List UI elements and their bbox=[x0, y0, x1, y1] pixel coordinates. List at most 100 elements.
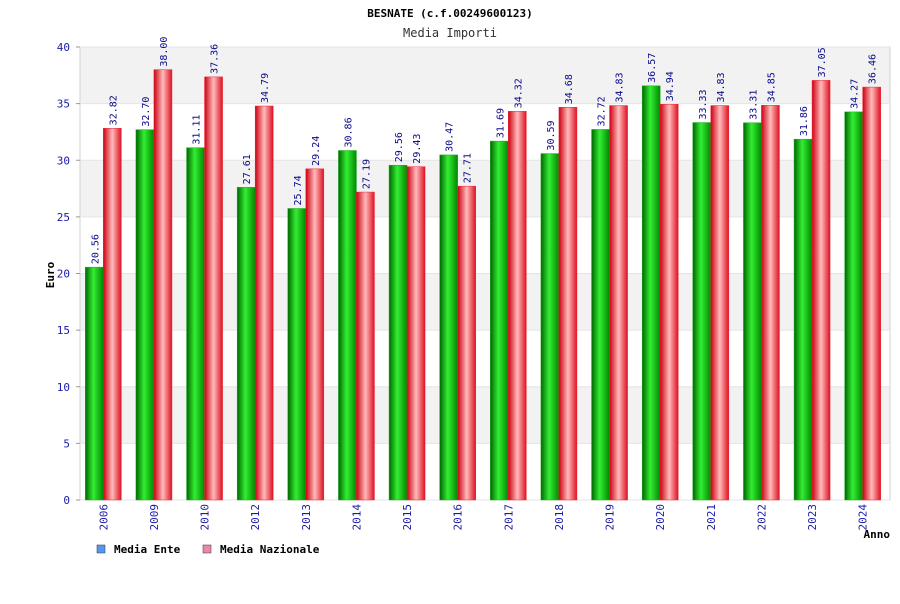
y-tick-label: 30 bbox=[57, 154, 70, 167]
x-tick-label: 2010 bbox=[199, 504, 212, 531]
bar-media-nazionale bbox=[153, 69, 173, 501]
bar-media-ente bbox=[236, 187, 256, 501]
bar-media-ente bbox=[186, 147, 205, 501]
data-label: 31.11 bbox=[192, 115, 203, 145]
legend-swatch-media-nazionale bbox=[202, 544, 212, 554]
bar-media-ente bbox=[135, 129, 155, 501]
data-label: 32.70 bbox=[141, 97, 152, 127]
bar-media-nazionale bbox=[305, 168, 325, 501]
bar-media-ente bbox=[793, 138, 813, 501]
data-label: 29.24 bbox=[311, 136, 322, 166]
data-label: 34.85 bbox=[766, 72, 777, 102]
data-label: 33.33 bbox=[698, 89, 709, 119]
x-axis-label: Anno bbox=[864, 528, 891, 541]
x-tick-label: 2017 bbox=[502, 504, 515, 531]
bar-media-ente bbox=[439, 154, 458, 501]
data-label: 36.46 bbox=[868, 54, 879, 84]
x-tick-label: 2012 bbox=[249, 504, 262, 531]
bar-media-nazionale bbox=[508, 111, 527, 501]
bar-media-ente bbox=[591, 129, 610, 501]
data-label: 37.05 bbox=[817, 47, 828, 77]
data-label: 34.32 bbox=[513, 78, 524, 108]
data-label: 34.79 bbox=[260, 73, 271, 103]
bars: 20.56 32.82 32.70 38.00 31.11 37.36 27.61 34.79… bbox=[85, 37, 881, 501]
chart-title: BESNATE (c.f.00249600123) bbox=[367, 7, 533, 20]
y-tick-label: 5 bbox=[63, 437, 70, 450]
y-axis-label: Euro bbox=[44, 261, 57, 288]
bar-media-ente bbox=[743, 122, 762, 501]
x-tick-label: 2016 bbox=[452, 504, 465, 531]
x-tick-label: 2021 bbox=[705, 504, 718, 531]
x-tick-label: 2020 bbox=[654, 504, 667, 531]
bar-media-nazionale bbox=[811, 80, 831, 501]
bar-media-ente bbox=[388, 164, 408, 501]
x-tick-label: 2015 bbox=[401, 504, 414, 531]
y-tick-label: 15 bbox=[57, 324, 70, 337]
bar-media-nazionale bbox=[103, 128, 122, 501]
data-label: 20.56 bbox=[90, 234, 101, 264]
data-label: 30.59 bbox=[546, 120, 557, 150]
bar-media-nazionale bbox=[254, 105, 274, 501]
y-tick-label: 0 bbox=[63, 494, 70, 507]
y-tick-label: 10 bbox=[57, 381, 70, 394]
x-tick-label: 2013 bbox=[300, 504, 313, 531]
data-label: 34.83 bbox=[716, 72, 727, 102]
bar-media-ente bbox=[641, 85, 661, 501]
bar-media-ente bbox=[338, 150, 357, 501]
legend-swatch-media-ente bbox=[96, 544, 106, 554]
data-label: 32.82 bbox=[108, 95, 119, 125]
data-label: 29.56 bbox=[394, 132, 405, 162]
bar-media-nazionale bbox=[204, 76, 223, 501]
y-tick-label: 20 bbox=[57, 268, 70, 281]
data-label: 37.36 bbox=[210, 44, 221, 74]
data-label: 32.72 bbox=[597, 96, 608, 126]
data-label: 27.71 bbox=[463, 153, 474, 183]
bar-media-ente bbox=[287, 208, 307, 501]
y-tick-label: 25 bbox=[57, 211, 70, 224]
data-label: 33.31 bbox=[748, 90, 759, 120]
data-label: 38.00 bbox=[159, 37, 170, 67]
bar-media-ente bbox=[490, 140, 509, 501]
legend-label-media-ente: Media Ente bbox=[114, 543, 181, 556]
x-tick-label: 2019 bbox=[604, 504, 617, 531]
x-tick-label: 2018 bbox=[553, 504, 566, 531]
x-tick-label: 2006 bbox=[97, 504, 110, 531]
x-tick-label: 2023 bbox=[806, 504, 819, 531]
data-label: 30.86 bbox=[343, 117, 354, 147]
x-tick-label: 2022 bbox=[755, 504, 768, 531]
y-tick-label: 40 bbox=[57, 41, 70, 54]
data-label: 27.61 bbox=[242, 154, 253, 184]
y-tick-label: 35 bbox=[57, 98, 70, 111]
bar-media-ente bbox=[85, 266, 104, 501]
bar-media-nazionale bbox=[761, 105, 780, 501]
data-label: 31.69 bbox=[495, 108, 506, 138]
bar-media-nazionale bbox=[710, 105, 730, 501]
x-axis-ticks: 2006 2009 2010 2012 2013 2014 2015 2016 2017 2018… bbox=[97, 504, 869, 531]
data-label: 34.94 bbox=[665, 71, 676, 101]
bar-media-nazionale bbox=[457, 185, 476, 501]
data-label: 34.68 bbox=[564, 74, 575, 104]
bar-media-nazionale bbox=[356, 191, 375, 501]
bar-media-ente bbox=[540, 153, 560, 501]
bar-media-nazionale bbox=[406, 166, 426, 501]
x-tick-label: 2024 bbox=[857, 504, 870, 531]
x-tick-label: 2014 bbox=[350, 504, 363, 531]
data-label: 36.57 bbox=[647, 53, 658, 83]
bar-media-nazionale bbox=[659, 104, 679, 501]
x-tick-label: 2009 bbox=[148, 504, 161, 531]
data-label: 34.27 bbox=[850, 79, 861, 109]
data-label: 27.19 bbox=[361, 159, 372, 189]
data-label: 29.43 bbox=[412, 134, 423, 164]
data-label: 25.74 bbox=[293, 175, 304, 205]
bar-media-ente bbox=[844, 111, 863, 501]
bar-media-nazionale bbox=[862, 86, 881, 501]
bar-media-ente bbox=[692, 122, 712, 501]
legend: Media Ente Media Nazionale bbox=[96, 543, 320, 556]
bar-media-nazionale bbox=[609, 105, 628, 501]
data-label: 31.86 bbox=[799, 106, 810, 136]
chart-subtitle: Media Importi bbox=[403, 26, 497, 40]
data-label: 34.83 bbox=[615, 72, 626, 102]
bar-media-nazionale bbox=[558, 106, 578, 501]
